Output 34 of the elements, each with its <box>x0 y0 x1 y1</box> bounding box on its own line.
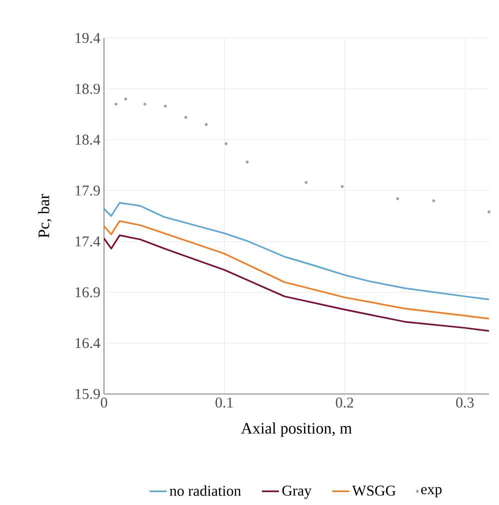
x-tick-label: 0.3 <box>456 398 474 408</box>
legend-label: WSGG <box>352 486 396 496</box>
point <box>224 142 228 146</box>
point <box>184 116 188 119</box>
x-tick-label: 0 <box>100 398 108 408</box>
y-tick-label: 18.4 <box>76 134 100 145</box>
y-axis-title: Pc, bar <box>38 194 52 238</box>
legend-label: Gray <box>282 486 312 499</box>
legend-label: no radiation <box>170 485 241 496</box>
point <box>164 104 167 108</box>
point <box>340 185 344 188</box>
y-tick-label: 15.9 <box>76 388 100 400</box>
x-tick-label: 0.2 <box>336 398 354 408</box>
line-series <box>104 220 490 320</box>
point <box>114 102 118 106</box>
y-tick-label: 16.4 <box>76 338 100 348</box>
y-tick-label: 18.9 <box>76 84 100 94</box>
point <box>124 98 128 101</box>
point <box>143 102 146 106</box>
point <box>488 210 490 214</box>
line-series <box>104 202 490 300</box>
point <box>204 122 208 126</box>
x-tick-label: 0.1 <box>216 398 233 408</box>
point <box>396 197 400 200</box>
y-tick-label: 17.9 <box>76 186 100 196</box>
point <box>304 180 308 184</box>
line-series <box>104 234 490 332</box>
point <box>246 160 249 164</box>
y-tick-label: 17.4 <box>76 236 100 246</box>
point <box>432 199 436 202</box>
x-axis-title: Axial position, m <box>241 422 352 437</box>
y-tick-label: 16.9 <box>76 287 100 298</box>
y-tick-label: 19.4 <box>76 32 100 44</box>
legend-label: exp <box>421 487 442 498</box>
